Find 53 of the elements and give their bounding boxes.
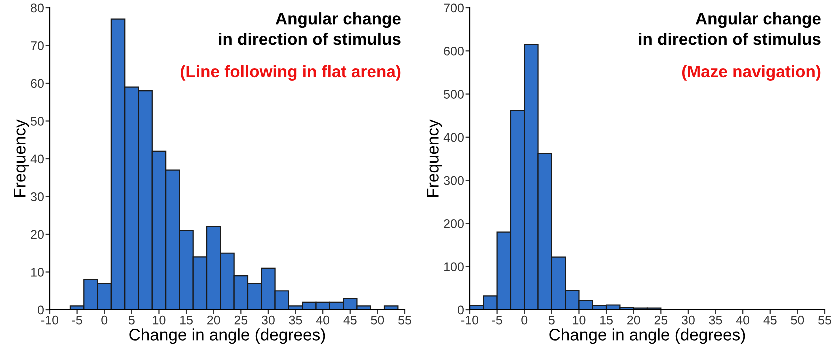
y-tick-label: 100 bbox=[444, 262, 464, 272]
x-tick-label: 50 bbox=[791, 316, 804, 325]
text: Angular change in direction of stimulus bbox=[639, 12, 821, 46]
y-tick-label: 400 bbox=[444, 133, 464, 142]
y-tick-label: 700 bbox=[444, 4, 464, 13]
y-tick-label: 600 bbox=[444, 46, 464, 56]
x-tick-label: 0 bbox=[522, 316, 528, 325]
x-tick-label: 55 bbox=[398, 316, 412, 325]
x-tick-label: 5 bbox=[128, 316, 135, 325]
x-tick-label: 35 bbox=[289, 316, 302, 325]
x-tick-label: -5 bbox=[72, 316, 82, 325]
x-tick-label: 20 bbox=[628, 316, 640, 325]
x-tick-label: -5 bbox=[492, 316, 502, 325]
x-tick-label: 30 bbox=[682, 316, 695, 325]
x-tick-label: 5 bbox=[548, 316, 555, 325]
y-tick-label: 300 bbox=[444, 176, 464, 186]
x-tick-label: 10 bbox=[573, 316, 586, 325]
x-tick-label: 30 bbox=[262, 316, 275, 325]
x-tick-label: -10 bbox=[42, 316, 59, 325]
text: (Line following in flat arena) bbox=[181, 65, 401, 81]
x-tick-label: 25 bbox=[654, 316, 668, 325]
x-tick-label: 20 bbox=[208, 316, 220, 325]
text: (Maze navigation) bbox=[682, 65, 821, 81]
y-tick-label: 200 bbox=[444, 220, 464, 228]
x-tick-label: 10 bbox=[153, 316, 166, 325]
text: Angular change in direction of stimulus bbox=[219, 12, 401, 46]
x-tick-label: 45 bbox=[344, 316, 357, 325]
y-tick-label: 10 bbox=[31, 268, 44, 277]
x-tick-label: 15 bbox=[180, 316, 193, 325]
x-tick-label: 35 bbox=[709, 316, 722, 325]
y-tick-label: 40 bbox=[30, 154, 44, 164]
y-tick-label: 0 bbox=[458, 306, 464, 315]
x-tick-label: 0 bbox=[102, 316, 108, 325]
x-tick-label: -10 bbox=[462, 316, 479, 325]
x-axis-title: Change in angle (degrees) bbox=[130, 328, 326, 344]
x-tick-label: 40 bbox=[736, 316, 750, 325]
x-tick-label: 40 bbox=[316, 316, 330, 325]
y-tick-label: 80 bbox=[31, 4, 44, 13]
x-tick-label: 45 bbox=[764, 316, 777, 325]
y-axis-title: Frequency bbox=[427, 120, 442, 197]
y-tick-label: 20 bbox=[31, 230, 44, 240]
y-axis-title: Frequency bbox=[14, 120, 30, 197]
y-tick-label: 50 bbox=[31, 117, 44, 126]
x-axis-title: Change in angle (degrees) bbox=[550, 328, 746, 344]
x-tick-label: 25 bbox=[234, 316, 248, 325]
x-tick-label: 50 bbox=[371, 316, 384, 325]
y-tick-label: 30 bbox=[31, 192, 44, 202]
y-tick-label: 500 bbox=[444, 90, 464, 99]
y-tick-label: 70 bbox=[31, 42, 44, 50]
x-tick-label: 55 bbox=[818, 316, 832, 325]
y-tick-label: 0 bbox=[38, 306, 44, 315]
y-tick-label: 60 bbox=[31, 79, 44, 88]
x-tick-label: 15 bbox=[600, 316, 613, 325]
